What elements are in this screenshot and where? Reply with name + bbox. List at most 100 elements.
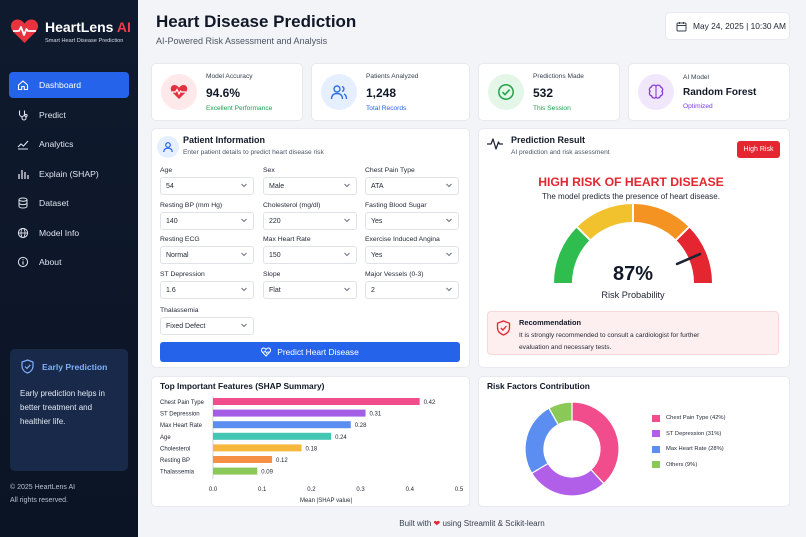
- risk-probability-label: Risk Probability: [601, 290, 665, 300]
- y-tick-label: Age: [160, 435, 171, 441]
- field-label-exercise-induced-angina: Exercise Induced Angina: [365, 236, 440, 243]
- app-tagline: Smart Heart Disease Prediction: [45, 37, 124, 44]
- sidebar-item-dataset[interactable]: Dataset: [9, 190, 129, 216]
- field-label-major-vessels-0-3: Major Vessels (0-3): [365, 271, 424, 278]
- users-icon: [321, 74, 357, 110]
- bar-value-label: 0.24: [335, 435, 347, 441]
- kpi-sub: Optimized: [683, 103, 713, 110]
- footer: Built with ❤ using Streamlit & Scikit-le…: [399, 519, 545, 528]
- x-tick-label: 0.5: [455, 487, 464, 493]
- legend-item: Max Heart Rate (28%): [652, 445, 782, 453]
- chevron-down-icon: [446, 218, 452, 223]
- x-tick-label: 0.1: [258, 487, 267, 493]
- field-label-age: Age: [160, 167, 173, 174]
- y-tick-label: Cholesterol: [160, 446, 190, 452]
- field-select-exercise-induced-angina[interactable]: Yes: [365, 246, 459, 264]
- chevron-down-icon: [446, 287, 452, 292]
- kpi-value: 1,248: [366, 85, 397, 100]
- field-select-chest-pain-type[interactable]: ATA: [365, 177, 459, 195]
- sidebar-item-analytics[interactable]: Analytics: [9, 131, 129, 157]
- field-select-thalassemia[interactable]: Fixed Defect: [160, 317, 254, 335]
- bar-chart-icon: [18, 169, 29, 179]
- kpi-sub: Excellent Performance: [206, 104, 273, 112]
- chevron-down-icon: [241, 252, 247, 257]
- sidebar-item-label: Analytics: [39, 139, 74, 149]
- chevron-down-icon: [241, 287, 247, 292]
- risk-factors-title: Risk Factors Contribution: [487, 381, 590, 391]
- app-logo[interactable]: HeartLens AI Smart Heart Disease Predict…: [10, 18, 131, 44]
- legend-swatch: [652, 461, 660, 468]
- recommendation-title: Recommendation: [519, 318, 582, 327]
- bar-value-label: 0.28: [355, 423, 367, 429]
- shap-bar: [213, 409, 366, 417]
- field-value: 2: [371, 286, 375, 294]
- bar-value-label: 0.12: [276, 458, 288, 464]
- field-label-st-depression: ST Depression: [160, 271, 205, 278]
- gauge-segment: [577, 204, 634, 241]
- field-value: Flat: [269, 286, 281, 294]
- shap-bar-chart: Chest Pain Type 0.42 ST Depression 0.31 Max …: [160, 396, 464, 504]
- risk-factors-legend: Chest Pain Type (42%) ST Depression (31%)…: [652, 414, 782, 476]
- bar-value-label: 0.31: [370, 412, 382, 418]
- pulse-icon: [487, 138, 503, 150]
- copyright: © 2025 HeartLens AI All rights reserved.: [10, 484, 76, 504]
- field-value: Yes: [371, 251, 383, 259]
- user-icon: [157, 136, 179, 158]
- prediction-result-title: Prediction Result: [511, 135, 586, 145]
- field-value: Yes: [371, 217, 383, 225]
- legend-label: Others (9%): [666, 461, 698, 468]
- kpi-label: Patients Analyzed: [366, 72, 419, 80]
- field-label-thalassemia: Thalassemia: [160, 307, 199, 314]
- sidebar-item-label: Dashboard: [39, 80, 82, 90]
- field-select-resting-bp-mm-hg[interactable]: 140: [160, 212, 254, 230]
- sidebar-item-label: Dataset: [39, 198, 69, 208]
- risk-probability-value: 87%: [612, 263, 654, 285]
- field-select-major-vessels-0-3[interactable]: 2: [365, 281, 459, 299]
- gauge-divider: [575, 225, 592, 242]
- field-select-fasting-blood-sugar[interactable]: Yes: [365, 212, 459, 230]
- line-chart-icon: [17, 140, 29, 150]
- sidebar-item-explain-shap[interactable]: Explain (SHAP): [9, 161, 129, 187]
- sidebar-item-label: Predict: [39, 109, 66, 120]
- page-title: Heart Disease Prediction: [156, 12, 357, 31]
- gauge-needle: [675, 252, 702, 266]
- chevron-down-icon: [241, 183, 247, 188]
- predict-heart-disease-button[interactable]: Predict Heart Disease: [160, 342, 460, 362]
- date-time-display: May 24, 2025 | 10:30 AM: [665, 12, 790, 40]
- field-value: 150: [269, 251, 281, 259]
- calendar-icon: [676, 21, 687, 31]
- chevron-down-icon: [241, 323, 247, 328]
- field-label-cholesterol-mg-dl: Cholesterol (mg/dl): [263, 202, 321, 209]
- field-select-st-depression[interactable]: 1.6: [160, 281, 254, 299]
- chevron-down-icon: [344, 183, 350, 188]
- risk-factors-donut-chart: [524, 401, 620, 497]
- kpi-value: Random Forest: [683, 87, 757, 98]
- shap-bar: [213, 456, 273, 463]
- field-select-sex[interactable]: Male: [263, 177, 357, 195]
- field-select-slope[interactable]: Flat: [263, 281, 357, 299]
- field-select-max-heart-rate[interactable]: 150: [263, 246, 357, 264]
- sidebar-nav: Dashboard Predict Analytics Explain (SHA…: [9, 72, 129, 279]
- shap-bar: [213, 398, 420, 405]
- legend-label: Chest Pain Type (42%): [666, 415, 726, 421]
- app-name: HeartLens AI: [45, 18, 131, 35]
- sidebar-item-predict[interactable]: Predict: [9, 102, 129, 128]
- gauge-segment: [632, 204, 689, 241]
- shap-bar: [213, 444, 302, 452]
- sidebar-item-label: About: [39, 257, 62, 267]
- field-select-cholesterol-mg-dl[interactable]: 220: [263, 212, 357, 230]
- field-value: 54: [166, 182, 174, 190]
- field-select-resting-ecg[interactable]: Normal: [160, 246, 254, 264]
- chevron-down-icon: [344, 252, 350, 257]
- kpi-patients-analyzed: Patients Analyzed 1,248 Total Records: [311, 63, 470, 121]
- legend-item: ST Depression (31%): [652, 430, 782, 438]
- sidebar-item-about[interactable]: About: [9, 249, 129, 275]
- field-select-age[interactable]: 54: [160, 177, 254, 195]
- shap-bar: [213, 467, 258, 475]
- sidebar: HeartLens AI Smart Heart Disease Predict…: [0, 0, 138, 537]
- kpi-ai-model: AI Model Random Forest Optimized: [628, 63, 790, 121]
- patient-info-title: Patient Information: [183, 135, 266, 145]
- field-value: Fixed Defect: [166, 322, 206, 330]
- sidebar-item-model-info[interactable]: Model Info: [9, 220, 129, 246]
- sidebar-item-dashboard[interactable]: Dashboard: [9, 72, 129, 98]
